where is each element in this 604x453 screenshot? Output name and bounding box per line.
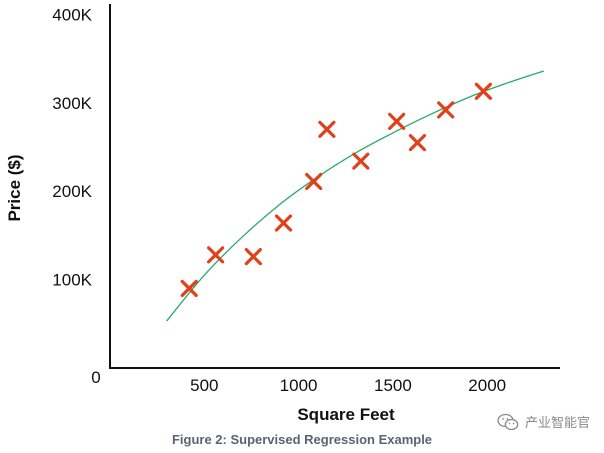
watermark-text: 产业智能官 bbox=[524, 416, 590, 431]
x-tick-label: 1000 bbox=[280, 376, 318, 395]
y-tick-label: 100K bbox=[52, 271, 92, 290]
data-point-marker bbox=[274, 214, 293, 232]
x-tick-label: 2000 bbox=[468, 376, 506, 395]
data-point-marker bbox=[305, 172, 323, 191]
data-point-marker bbox=[388, 112, 406, 130]
watermark: 产业智能官 bbox=[497, 412, 590, 431]
data-point-marker bbox=[180, 279, 198, 298]
y-tick-label: 200K bbox=[52, 182, 92, 201]
wechat-icon bbox=[497, 413, 519, 430]
y-axis-title: Price ($) bbox=[5, 154, 24, 221]
x-axis-title: Square Feet bbox=[297, 405, 395, 424]
trend-line bbox=[166, 70, 544, 322]
data-point-marker bbox=[352, 152, 370, 170]
y-tick-label: 400K bbox=[52, 5, 92, 24]
figure-caption: Figure 2: Supervised Regression Example bbox=[171, 432, 433, 447]
data-point-marker bbox=[437, 101, 455, 119]
data-point-marker bbox=[318, 120, 336, 138]
x-tick-labels: 500 1000 1500 2000 bbox=[190, 376, 506, 395]
data-point-marker bbox=[474, 82, 493, 100]
plot-area bbox=[166, 70, 544, 322]
data-point-marker bbox=[244, 248, 262, 266]
y-tick-labels: 100K 200K 300K 400K bbox=[52, 5, 92, 289]
data-point-marker bbox=[408, 133, 427, 152]
y-tick-label: 300K bbox=[52, 94, 92, 113]
x-tick-label: 1500 bbox=[374, 376, 412, 395]
x-tick-label: 500 bbox=[190, 376, 218, 395]
data-point-marker bbox=[207, 246, 225, 264]
origin-label: 0 bbox=[91, 368, 100, 387]
